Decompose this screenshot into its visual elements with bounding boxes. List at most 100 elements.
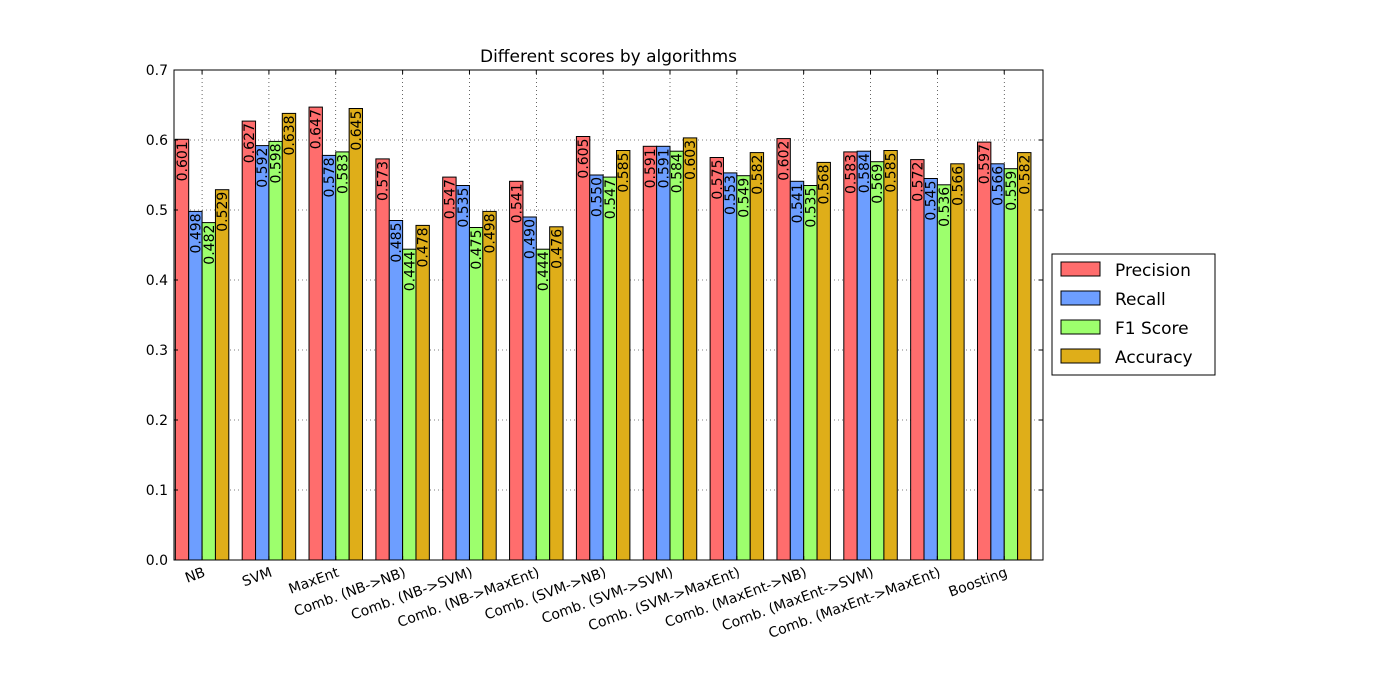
bar-recall (255, 145, 270, 561)
legend-swatch (1060, 319, 1101, 335)
bar-accuracy (1017, 152, 1032, 561)
bar-value-label: 0.553 (723, 175, 739, 215)
bar-value-label: 0.585 (884, 153, 900, 193)
bar-value-label: 0.529 (215, 192, 231, 232)
x-tick-label: NB (183, 565, 207, 587)
bar-value-label: 0.591 (656, 148, 672, 188)
bar-recall (522, 216, 537, 561)
bar-value-label: 0.476 (549, 229, 565, 269)
bar-value-label: 0.597 (977, 144, 993, 184)
bar-value-label: 0.482 (202, 225, 218, 265)
y-tick-label: 0.3 (146, 343, 168, 359)
bar-value-label: 0.584 (670, 153, 686, 193)
bar-f1-score (936, 184, 952, 561)
plot-frame (173, 69, 1044, 561)
bar-recall (388, 220, 404, 561)
bar-value-label: 0.627 (242, 123, 258, 163)
bar-precision (308, 106, 323, 561)
bar-precision (642, 145, 658, 561)
bar-value-label: 0.550 (589, 177, 605, 217)
legend-label: Recall (1115, 290, 1166, 310)
y-axis: 0.0 0.1 0.2 0.3 0.4 0.5 0.6 0.7 (146, 63, 1043, 569)
legend-swatch (1060, 261, 1101, 277)
bar-value-label: 0.541 (790, 183, 806, 223)
bar-value-label: 0.535 (803, 188, 819, 228)
bar-value-label: 0.498 (483, 213, 499, 253)
bar-value-label: 0.603 (683, 140, 699, 180)
bar-value-label: 0.598 (269, 143, 285, 183)
bar-value-label: 0.578 (322, 157, 338, 197)
legend-label: Accuracy (1115, 348, 1193, 368)
bar-value-label: 0.549 (737, 178, 753, 218)
bar-precision (976, 141, 992, 561)
bar-value-label: 0.566 (950, 166, 966, 206)
y-tick-label: 0.5 (146, 203, 168, 219)
bar-value-label: 0.444 (402, 251, 418, 291)
bar-precision (375, 158, 390, 561)
bar-recall (455, 185, 470, 561)
bar-value-label: 0.582 (750, 155, 766, 195)
bar-recall (321, 154, 337, 561)
bar-value-label: 0.583 (335, 154, 351, 194)
bar-value-label: 0.478 (416, 227, 432, 267)
bar-precision (509, 180, 524, 561)
bar-f1-score (468, 227, 484, 561)
y-tick-label: 0.4 (146, 273, 168, 289)
y-tick-label: 0.6 (146, 133, 168, 149)
bar-value-label: 0.536 (937, 187, 953, 227)
bar-value-label: 0.490 (523, 219, 539, 259)
x-tick-label: SVM (240, 565, 274, 590)
bar-value-labels: 0.6010.4980.4820.5290.6270.5920.5980.638… (175, 109, 1033, 291)
bar-value-label: 0.584 (857, 153, 873, 193)
bar-precision (241, 120, 257, 561)
bar-value-label: 0.545 (924, 181, 940, 221)
bar-recall (656, 145, 671, 561)
bar-value-label: 0.583 (843, 154, 859, 194)
bars (174, 106, 1032, 561)
legend-label: F1 Score (1115, 319, 1189, 339)
bar-precision (776, 138, 791, 561)
bar-f1-score (402, 248, 417, 561)
bar-precision (709, 157, 724, 561)
bar-recall (789, 180, 805, 561)
bar-value-label: 0.585 (616, 153, 632, 193)
bar-value-label: 0.547 (603, 179, 619, 219)
bar-value-label: 0.547 (442, 179, 458, 219)
bar-accuracy (682, 137, 698, 561)
chart-title: Different scores by algorithms (480, 47, 737, 67)
bar-f1-score (335, 151, 350, 561)
bar-f1-score (870, 161, 885, 561)
y-tick-label: 0.1 (146, 483, 168, 499)
bar-value-label: 0.591 (643, 148, 659, 188)
bar-value-label: 0.569 (870, 164, 886, 204)
bar-value-label: 0.541 (509, 183, 525, 223)
legend-swatch (1060, 290, 1101, 306)
bar-precision (843, 151, 858, 561)
bar-value-label: 0.602 (777, 141, 793, 181)
bar-value-label: 0.575 (710, 160, 726, 200)
bar-recall (856, 150, 872, 561)
bar-recall (722, 172, 738, 561)
legend-label: Precision (1115, 261, 1191, 281)
y-tick-label: 0.2 (146, 413, 168, 429)
bar-precision (575, 136, 591, 561)
y-tick-label: 0.0 (146, 553, 168, 569)
bar-f1-score (736, 175, 751, 561)
bar-value-label: 0.605 (576, 139, 592, 179)
bar-recall (589, 174, 604, 561)
x-tick-label: Boosting (947, 565, 1010, 601)
bar-f1-score (201, 222, 216, 561)
bar-value-label: 0.566 (991, 166, 1007, 206)
bar-value-label: 0.475 (469, 230, 485, 270)
bar-f1-score (1003, 168, 1019, 561)
bar-accuracy (883, 150, 898, 561)
bar-value-label: 0.592 (255, 148, 271, 188)
bar-value-label: 0.498 (188, 213, 204, 253)
bar-value-label: 0.647 (309, 109, 325, 149)
bar-value-label: 0.572 (910, 162, 926, 202)
bar-value-label: 0.582 (1017, 155, 1033, 195)
bar-f1-score (669, 150, 684, 561)
bar-value-label: 0.485 (389, 223, 405, 263)
bar-f1-score (268, 140, 283, 561)
